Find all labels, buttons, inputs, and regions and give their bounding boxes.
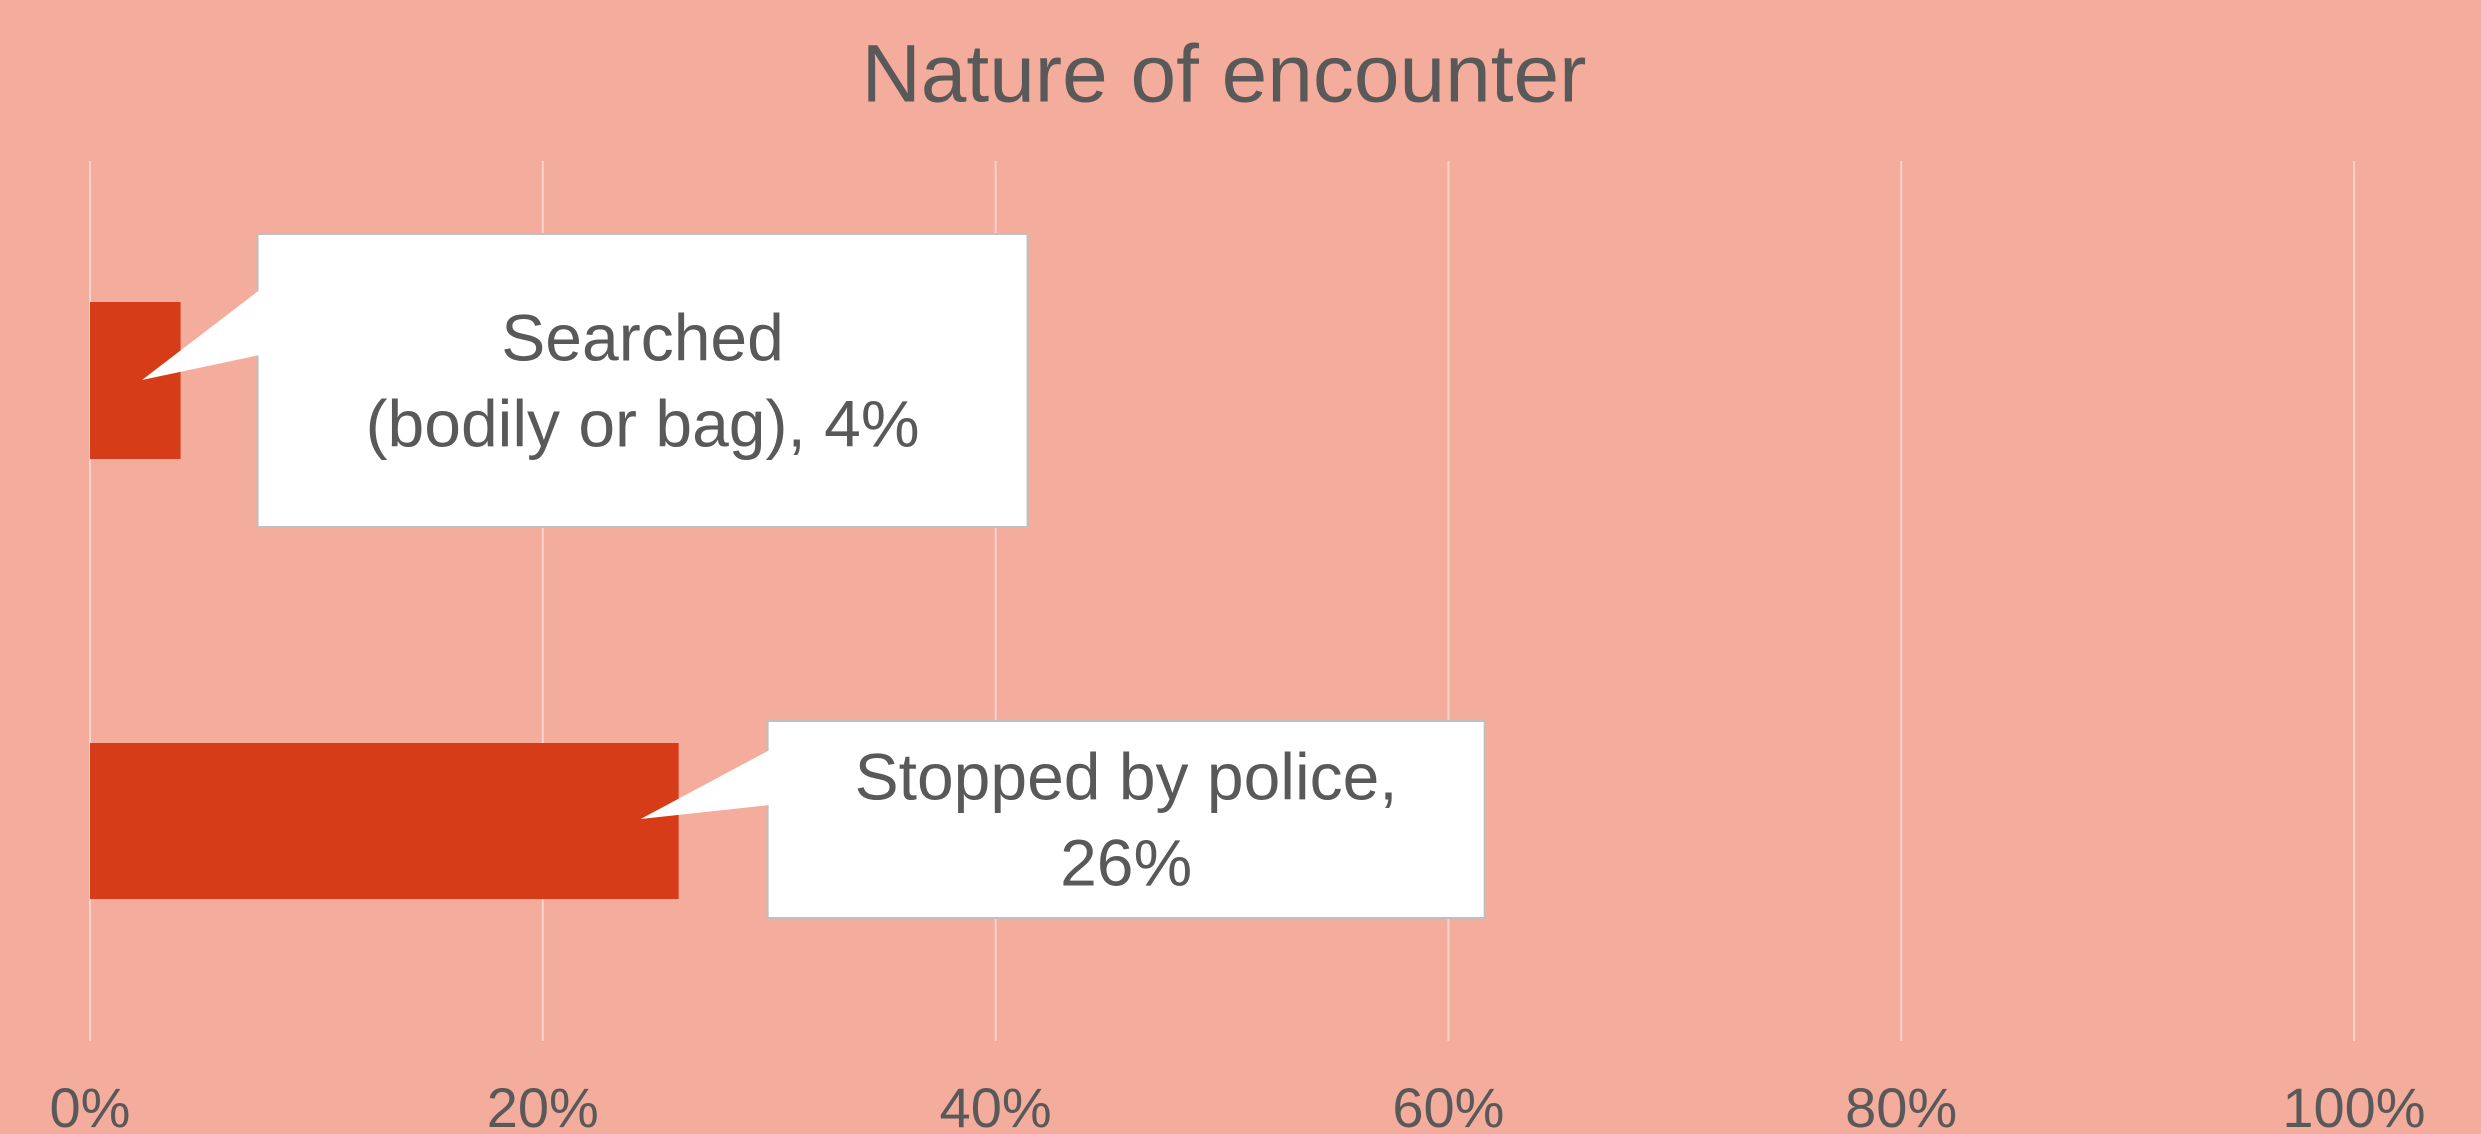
data-label: Searched (bodily or bag), 4% [366, 301, 920, 461]
x-tick-label: 80% [1845, 1076, 1957, 1134]
callout-box [766, 720, 1486, 919]
x-tick-label: 100% [2282, 1076, 2425, 1134]
x-tick-label: 40% [940, 1076, 1052, 1134]
callout-box [256, 233, 1029, 528]
x-tick-label: 20% [487, 1076, 599, 1134]
callout-pointer [640, 750, 770, 819]
callout-pointer [142, 290, 260, 380]
data-label: Stopped by police, 26% [855, 740, 1398, 900]
bar [90, 743, 679, 899]
bar [90, 302, 181, 459]
x-tick-label: 0% [50, 1076, 131, 1134]
x-tick-label: 60% [1392, 1076, 1504, 1134]
chart-title: Nature of encounter [862, 29, 1587, 120]
